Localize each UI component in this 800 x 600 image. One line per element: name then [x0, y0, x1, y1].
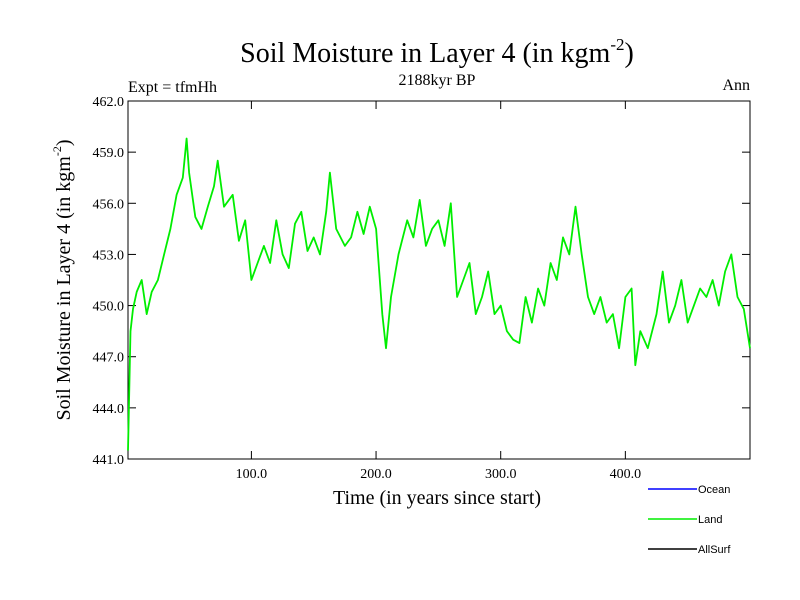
x-tick-label: 400.0: [610, 467, 642, 482]
y-axis-label-superscript: -2: [50, 146, 64, 156]
y-tick-label: 441.0: [93, 453, 125, 468]
chart-title: Soil Moisture in Layer 4 (in kgm-2): [240, 35, 634, 69]
legend: Ocean Land AllSurf: [648, 484, 731, 556]
chart-title-main: Soil Moisture in Layer 4 (in kgm: [240, 38, 610, 69]
series-layer: [127, 137, 751, 451]
chart-title-superscript: -2: [610, 35, 624, 54]
x-axis: 100.0 200.0 300.0 400.0: [236, 101, 641, 482]
legend-label-allsurf: AllSurf: [698, 544, 731, 556]
y-axis-label-close: ): [53, 139, 75, 146]
x-tick-label: 200.0: [360, 467, 392, 482]
legend-label-ocean: Ocean: [698, 484, 730, 496]
x-axis-label: Time (in years since start): [333, 487, 541, 509]
y-axis-label-main: Soil Moisture in Layer 4 (in kgm: [53, 156, 75, 421]
y-tick-label: 453.0: [93, 248, 125, 263]
season-label: Ann: [722, 77, 750, 94]
legend-label-land: Land: [698, 514, 722, 526]
x-tick-label: 100.0: [236, 467, 268, 482]
y-tick-label: 462.0: [93, 95, 125, 110]
y-axis: 441.0 444.0 447.0 450.0 453.0 456.0 459.0 462.0: [93, 95, 750, 468]
y-tick-label: 456.0: [93, 197, 125, 212]
plot-frame: [127, 100, 751, 460]
y-tick-label: 450.0: [93, 300, 125, 315]
series-line-land: [127, 137, 751, 451]
x-tick-label: 300.0: [485, 467, 517, 482]
y-tick-label: 444.0: [93, 402, 125, 417]
y-axis-label: Soil Moisture in Layer 4 (in kgm-2): [50, 139, 75, 420]
period-label: 2188kyr BP: [399, 72, 476, 89]
y-tick-label: 459.0: [93, 146, 125, 161]
y-tick-label: 447.0: [93, 351, 125, 366]
chart-title-close: ): [625, 38, 634, 69]
expt-label: Expt = tfmHh: [128, 79, 217, 96]
